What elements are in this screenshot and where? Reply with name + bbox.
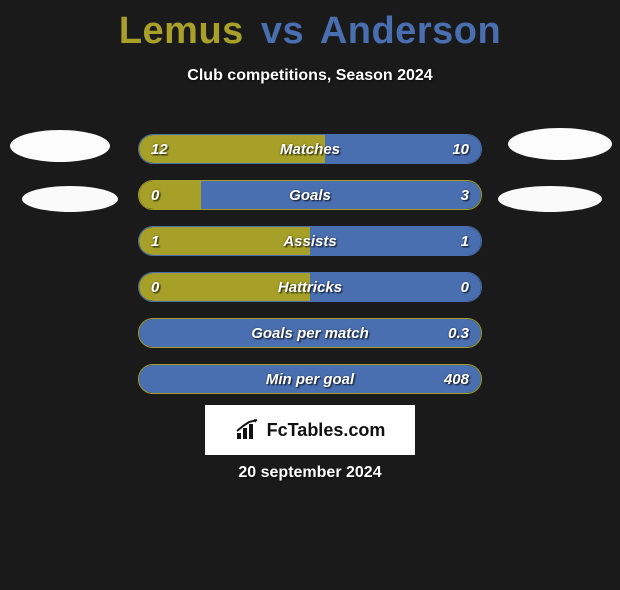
- stat-right-value: 1: [461, 227, 469, 255]
- logo-right-2: [498, 186, 602, 212]
- logo-right-1: [508, 128, 612, 160]
- stat-label: Hattricks: [139, 273, 481, 301]
- date-label: 20 september 2024: [0, 464, 620, 482]
- logo-left-1: [10, 130, 110, 162]
- stat-row: Min per goal408: [138, 364, 482, 394]
- stat-row: Hattricks0 0: [138, 272, 482, 302]
- stat-row: Goals per match0.3: [138, 318, 482, 348]
- stat-left-value: 0: [151, 181, 159, 209]
- stat-label: Goals per match: [139, 319, 481, 347]
- stat-left-value: 1: [151, 227, 159, 255]
- stat-left-value: 12: [151, 135, 168, 163]
- stat-right-value: 3: [461, 181, 469, 209]
- chart-icon: [235, 419, 261, 441]
- stats-bars: Matches1210Goals03Assists11Hattricks00Go…: [138, 134, 482, 410]
- stat-right-value: 408: [444, 365, 469, 393]
- branding-badge: FcTables.com: [205, 405, 415, 455]
- stat-label: Min per goal: [139, 365, 481, 393]
- stat-left-value: 0: [151, 273, 159, 301]
- logo-left-2: [22, 186, 118, 212]
- stat-row: Matches12 10: [138, 134, 482, 164]
- stat-right-value: 10: [452, 135, 469, 163]
- stat-right-value: 0: [461, 273, 469, 301]
- stat-label: Goals: [139, 181, 481, 209]
- stat-label: Assists: [139, 227, 481, 255]
- stat-right-value: 0.3: [448, 319, 469, 347]
- stat-row: Assists1 1: [138, 226, 482, 256]
- stat-row: Goals0 3: [138, 180, 482, 210]
- subtitle: Club competitions, Season 2024: [0, 67, 620, 85]
- page-title: Lemus vs Anderson: [0, 10, 620, 53]
- title-player-right: Anderson: [320, 10, 501, 52]
- title-vs: vs: [261, 10, 304, 52]
- title-player-left: Lemus: [119, 10, 244, 52]
- branding-text: FcTables.com: [267, 420, 386, 441]
- stat-label: Matches: [139, 135, 481, 163]
